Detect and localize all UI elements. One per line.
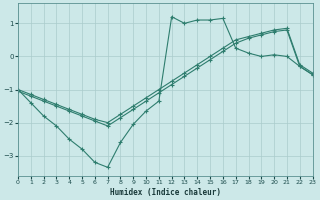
X-axis label: Humidex (Indice chaleur): Humidex (Indice chaleur) bbox=[110, 188, 221, 197]
